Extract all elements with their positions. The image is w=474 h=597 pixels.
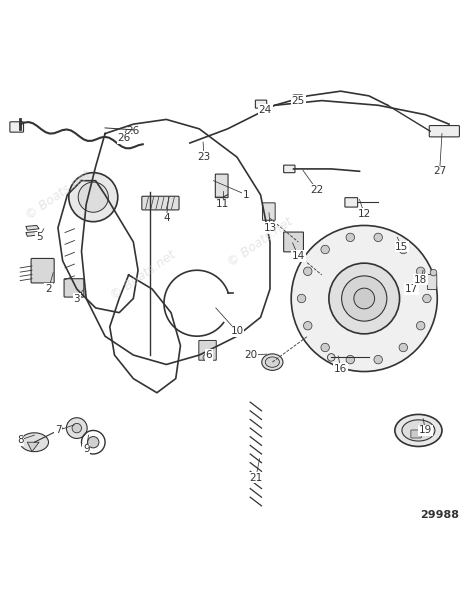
Text: 9: 9 xyxy=(83,444,90,454)
Circle shape xyxy=(291,226,438,371)
Circle shape xyxy=(346,233,355,242)
Ellipse shape xyxy=(20,433,48,452)
Circle shape xyxy=(430,269,437,276)
Circle shape xyxy=(321,245,329,254)
FancyBboxPatch shape xyxy=(215,174,228,198)
Text: 22: 22 xyxy=(310,185,324,195)
FancyBboxPatch shape xyxy=(255,100,267,108)
Circle shape xyxy=(354,288,374,309)
Text: 24: 24 xyxy=(259,105,272,115)
Ellipse shape xyxy=(395,414,442,447)
Text: 26: 26 xyxy=(127,126,140,136)
FancyBboxPatch shape xyxy=(10,122,24,132)
FancyBboxPatch shape xyxy=(293,95,302,102)
FancyBboxPatch shape xyxy=(428,275,437,290)
Circle shape xyxy=(342,276,387,321)
Circle shape xyxy=(423,294,431,303)
Text: 4: 4 xyxy=(163,213,170,223)
Circle shape xyxy=(399,343,408,352)
Circle shape xyxy=(303,321,312,330)
Ellipse shape xyxy=(262,354,283,370)
Text: 29988: 29988 xyxy=(420,510,459,520)
FancyBboxPatch shape xyxy=(64,279,84,297)
Text: 14: 14 xyxy=(292,251,305,261)
Text: 1: 1 xyxy=(243,190,250,200)
FancyBboxPatch shape xyxy=(283,232,303,252)
Circle shape xyxy=(88,436,99,448)
Text: 19: 19 xyxy=(419,426,432,435)
Text: © Boats.net: © Boats.net xyxy=(108,248,178,302)
Text: © Boats.net: © Boats.net xyxy=(23,168,93,222)
Circle shape xyxy=(329,263,400,334)
Circle shape xyxy=(328,353,335,361)
Circle shape xyxy=(78,182,109,213)
Text: 26: 26 xyxy=(117,133,130,143)
Text: 23: 23 xyxy=(197,152,210,162)
Circle shape xyxy=(417,267,425,276)
Text: © Boats.net: © Boats.net xyxy=(226,215,295,269)
Text: 3: 3 xyxy=(73,294,80,303)
Text: 6: 6 xyxy=(205,350,212,360)
Polygon shape xyxy=(26,226,39,230)
FancyBboxPatch shape xyxy=(283,165,295,173)
Text: 2: 2 xyxy=(45,284,52,294)
FancyBboxPatch shape xyxy=(31,259,54,283)
Circle shape xyxy=(374,233,383,242)
Ellipse shape xyxy=(265,357,279,367)
FancyBboxPatch shape xyxy=(429,125,459,137)
Circle shape xyxy=(321,343,329,352)
Circle shape xyxy=(66,418,87,438)
Text: 20: 20 xyxy=(245,350,258,360)
Polygon shape xyxy=(26,232,39,236)
Text: 11: 11 xyxy=(216,199,229,210)
Text: 17: 17 xyxy=(405,284,418,294)
Text: 10: 10 xyxy=(230,327,244,337)
Text: 27: 27 xyxy=(433,167,446,176)
FancyBboxPatch shape xyxy=(263,203,275,220)
Circle shape xyxy=(417,321,425,330)
Circle shape xyxy=(203,354,210,361)
Circle shape xyxy=(399,245,408,254)
FancyBboxPatch shape xyxy=(199,340,216,360)
Text: 12: 12 xyxy=(357,209,371,219)
FancyBboxPatch shape xyxy=(142,196,179,210)
FancyBboxPatch shape xyxy=(411,430,421,438)
Text: 16: 16 xyxy=(334,364,347,374)
Circle shape xyxy=(72,423,82,433)
Text: 25: 25 xyxy=(292,96,305,106)
Circle shape xyxy=(346,355,355,364)
Text: 15: 15 xyxy=(395,242,409,252)
Circle shape xyxy=(297,294,306,303)
Text: 18: 18 xyxy=(414,275,428,285)
FancyBboxPatch shape xyxy=(345,198,357,207)
Circle shape xyxy=(374,355,383,364)
Text: 7: 7 xyxy=(55,426,61,435)
Circle shape xyxy=(69,173,118,221)
Ellipse shape xyxy=(402,420,435,441)
Polygon shape xyxy=(27,442,39,452)
Text: 13: 13 xyxy=(264,223,277,233)
Text: 21: 21 xyxy=(249,473,263,482)
Circle shape xyxy=(303,267,312,276)
Text: 8: 8 xyxy=(17,435,24,445)
Text: 5: 5 xyxy=(36,232,42,242)
